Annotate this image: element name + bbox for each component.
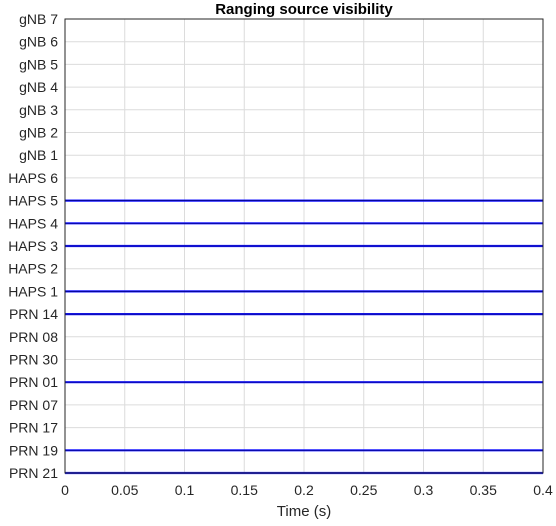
x-tick-labels: 0 0.05 0.1 0.15 0.2 0.25 0.3 0.35 0.4 — [61, 482, 553, 498]
y-tick-label: PRN 30 — [9, 352, 58, 368]
y-tick-label: gNB 2 — [19, 125, 58, 141]
y-tick-label: HAPS 3 — [8, 238, 58, 254]
y-tick-label: HAPS 4 — [8, 215, 58, 231]
x-tick-label: 0.25 — [350, 482, 377, 498]
y-tick-label: HAPS 2 — [8, 261, 58, 277]
y-tick-label: gNB 4 — [19, 79, 58, 95]
y-tick-label: PRN 01 — [9, 374, 58, 390]
x-tick-label: 0.1 — [175, 482, 195, 498]
y-tick-label: PRN 19 — [9, 442, 58, 458]
y-tick-label: gNB 5 — [19, 56, 58, 72]
y-tick-label: PRN 14 — [9, 306, 58, 322]
x-tick-label: 0 — [61, 482, 69, 498]
y-tick-label: gNB 7 — [19, 11, 58, 27]
y-tick-label: PRN 07 — [9, 397, 58, 413]
y-tick-labels: gNB 7 gNB 6 gNB 5 gNB 4 gNB 3 gNB 2 gNB 1 HAPS … — [8, 11, 58, 481]
y-tick-label: PRN 08 — [9, 329, 58, 345]
chart-title: Ranging source visibility — [215, 1, 393, 18]
x-tick-label: 0.35 — [470, 482, 497, 498]
x-axis-label: Time (s) — [277, 503, 331, 520]
x-tick-label: 0.4 — [533, 482, 553, 498]
y-tick-label: gNB 3 — [19, 102, 58, 118]
x-tick-label: 0.15 — [231, 482, 258, 498]
y-tick-label: HAPS 5 — [8, 193, 58, 209]
y-tick-label: PRN 17 — [9, 420, 58, 436]
x-tick-label: 0.2 — [294, 482, 314, 498]
plot-frame — [64, 18, 544, 474]
y-tick-label: HAPS 1 — [8, 283, 58, 299]
y-tick-label: HAPS 6 — [8, 170, 58, 186]
y-tick-label: gNB 6 — [19, 34, 58, 50]
y-tick-label: PRN 21 — [9, 465, 58, 481]
y-tick-label: gNB 1 — [19, 147, 58, 163]
x-tick-label: 0.3 — [414, 482, 434, 498]
x-tick-label: 0.05 — [111, 482, 138, 498]
